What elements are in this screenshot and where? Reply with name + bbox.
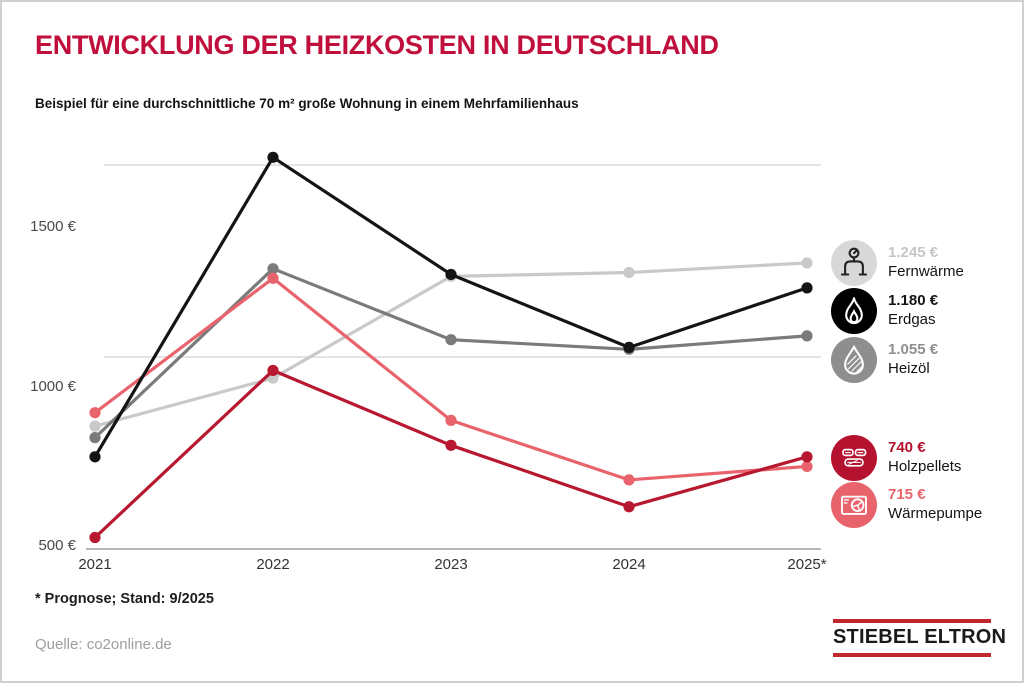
data-point-Wärmepumpe-2024 xyxy=(623,474,635,486)
legend-label-heizoel: Heizöl xyxy=(888,360,930,377)
district-heating-icon xyxy=(831,240,877,286)
wood-pellets-icon xyxy=(831,435,877,481)
legend-label-erdgas: Erdgas xyxy=(888,311,936,328)
data-point-Wärmepumpe-2021 xyxy=(89,407,101,419)
chart-subtitle: Beispiel für eine durchschnittliche 70 m… xyxy=(35,96,579,111)
series-line-Holzpellets xyxy=(93,368,808,539)
legend-value-heizoel: 1.055 € xyxy=(888,341,939,359)
data-point-Heizöl-2021 xyxy=(89,432,101,444)
legend-item-fernwaerme: 1.245 € Fernwärme xyxy=(831,240,1016,286)
legend-item-heizoel: 1.055 € Heizöl xyxy=(831,337,1016,383)
data-point-Holzpellets-2022 xyxy=(267,364,279,377)
data-point-Heizöl-2025* xyxy=(801,330,813,342)
y-tick-1000: 1000 € xyxy=(30,378,76,395)
data-point-Fernwärme-2022 xyxy=(267,372,279,384)
y-tick-500: 500 € xyxy=(38,537,76,554)
data-point-Holzpellets-2025* xyxy=(801,451,813,463)
stiebel-eltron-logo: STIEBEL ELTRON xyxy=(833,619,1006,657)
data-point-Erdgas-2021 xyxy=(89,451,101,463)
data-point-Wärmepumpe-2025* xyxy=(801,460,813,473)
data-point-Erdgas-2024 xyxy=(623,341,635,353)
data-point-Wärmepumpe-2023 xyxy=(445,414,457,426)
legend-label-waermepumpe: Wärmepumpe xyxy=(888,505,983,522)
x-tick-2025: 2025* xyxy=(787,556,827,573)
series-line-Heizöl xyxy=(93,266,808,439)
data-point-Holzpellets-2024 xyxy=(623,501,635,513)
series-line-Erdgas xyxy=(93,155,808,458)
data-point-Heizöl-2022 xyxy=(267,263,279,275)
legend-label-fernwaerme: Fernwärme xyxy=(888,263,964,280)
page-title: ENTWICKLUNG DER HEIZKOSTEN IN DEUTSCHLAN… xyxy=(35,30,719,60)
data-point-Fernwärme-2025* xyxy=(801,257,813,269)
x-tick-2022: 2022 xyxy=(256,556,290,573)
data-point-Heizöl-2023 xyxy=(445,334,457,346)
x-tick-2024: 2024 xyxy=(612,556,646,573)
legend-value-waermepumpe: 715 € xyxy=(888,486,926,504)
source-credit: Quelle: co2online.de xyxy=(35,636,172,653)
legend-item-erdgas: 1.180 € Erdgas xyxy=(831,288,1016,334)
legend-value-fernwaerme: 1.245 € xyxy=(888,244,939,262)
x-tick-2021: 2021 xyxy=(78,556,112,573)
data-point-Erdgas-2022 xyxy=(267,151,279,163)
data-point-Fernwärme-2021 xyxy=(89,420,101,432)
data-point-Fernwärme-2024 xyxy=(623,266,635,279)
data-point-Wärmepumpe-2022 xyxy=(267,272,279,284)
legend-label-holzpellets: Holzpellets xyxy=(888,458,962,475)
legend-value-erdgas: 1.180 € xyxy=(888,292,939,310)
oil-drop-icon xyxy=(831,337,877,383)
gas-flame-icon xyxy=(831,288,877,334)
heat-pump-icon xyxy=(831,482,877,528)
legend-item-holzpellets: 740 € Holzpellets xyxy=(831,435,1016,481)
data-point-Holzpellets-2023 xyxy=(445,439,457,451)
data-point-Erdgas-2025* xyxy=(801,282,813,294)
legend-item-waermepumpe: 715 € Wärmepumpe xyxy=(831,482,1016,528)
legend-value-holzpellets: 740 € xyxy=(888,439,926,457)
forecast-footnote: * Prognose; Stand: 9/2025 xyxy=(35,591,214,607)
y-tick-1500: 1500 € xyxy=(30,218,76,235)
data-point-Holzpellets-2021 xyxy=(89,531,101,544)
data-point-Erdgas-2023 xyxy=(445,268,457,281)
x-tick-2023: 2023 xyxy=(434,556,468,573)
